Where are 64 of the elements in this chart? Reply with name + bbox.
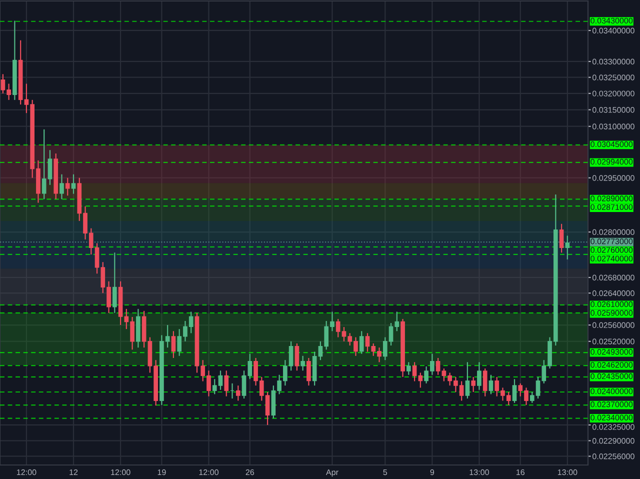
candlestick	[482, 368, 488, 397]
candlestick	[471, 376, 476, 393]
candlestick	[294, 342, 300, 372]
ref-line-label: 0.02462000	[590, 362, 633, 368]
candlestick	[65, 177, 70, 196]
y-tick-label: 0.02800000	[592, 229, 634, 236]
ref-line-label: 0.02590000	[590, 310, 633, 316]
x-tick-label: 26	[246, 469, 254, 476]
ref-line-label: 0.02890000	[590, 196, 633, 202]
candlestick	[406, 362, 411, 376]
ref-line-label: 0.02610000	[590, 301, 633, 308]
ref-line-label: 0.02435000	[590, 373, 633, 380]
y-tick-label: 0.02680000	[592, 274, 634, 280]
x-tick-label: 19	[158, 469, 166, 476]
y-tick-label: 0.02290000	[592, 438, 634, 444]
y-tick-label: 0.02520000	[592, 338, 634, 344]
x-tick-label: 12:00	[16, 469, 36, 476]
ref-line-label: 0.02871000	[590, 204, 633, 210]
candlestick	[71, 174, 76, 194]
y-tick-label: 0.03400000	[592, 28, 634, 34]
x-tick-label: 16	[516, 469, 525, 476]
candlestick	[477, 362, 482, 390]
ref-line-label: 0.02400000	[590, 388, 633, 394]
y-tick-label: 0.02640000	[592, 290, 634, 296]
x-tick-label: Apr	[326, 469, 338, 477]
x-tick-label: 13:00	[470, 469, 489, 476]
ref-line-label: 0.02760000	[590, 247, 633, 253]
y-tick-label: 0.03200000	[592, 90, 634, 96]
candlestick	[359, 330, 364, 354]
ref-line-label: 0.03430000	[590, 18, 633, 24]
x-tick-label: 12:00	[199, 469, 219, 476]
x-tick-label: 5	[383, 469, 388, 476]
candlestick	[488, 374, 494, 395]
ref-line-label: 0.02740000	[590, 256, 633, 262]
x-tick-label: 12	[70, 469, 78, 476]
candlestick	[300, 355, 305, 372]
ref-line-label: 0.02994000	[590, 158, 633, 165]
ref-line-label: 0.02773000	[590, 238, 633, 244]
candlestick	[306, 357, 311, 386]
ref-line-label: 0.02493000	[590, 349, 633, 355]
x-tick-label: 13:00	[558, 469, 578, 476]
candlestick	[60, 174, 64, 200]
ref-line-label: 0.02370000	[590, 402, 633, 408]
candlestick	[224, 370, 229, 397]
candlestick	[436, 357, 440, 376]
y-tick-label: 0.02560000	[592, 322, 634, 328]
candlestick	[465, 362, 470, 400]
y-tick-label: 0.03150000	[592, 107, 634, 113]
candlestick	[559, 223, 564, 254]
y-tick-label: 0.03300000	[592, 58, 634, 64]
ref-line-label: 0.02340000	[590, 414, 633, 420]
ref-line-label: 0.03045000	[590, 141, 633, 148]
y-tick-label: 0.02256000	[592, 454, 634, 460]
candlestick	[236, 384, 240, 402]
candlestick	[565, 235, 570, 260]
y-tick-label: 0.03100000	[592, 124, 634, 130]
y-tick-label: 0.02325000	[592, 424, 634, 430]
x-tick-label: 12:00	[111, 469, 130, 476]
candlestick	[171, 330, 176, 359]
x-tick-label: 9	[430, 469, 434, 476]
candlestick	[512, 378, 517, 404]
candlestick	[112, 252, 117, 314]
y-tick-label: 0.03250000	[592, 74, 634, 80]
y-tick-label: 0.02950000	[592, 175, 634, 181]
